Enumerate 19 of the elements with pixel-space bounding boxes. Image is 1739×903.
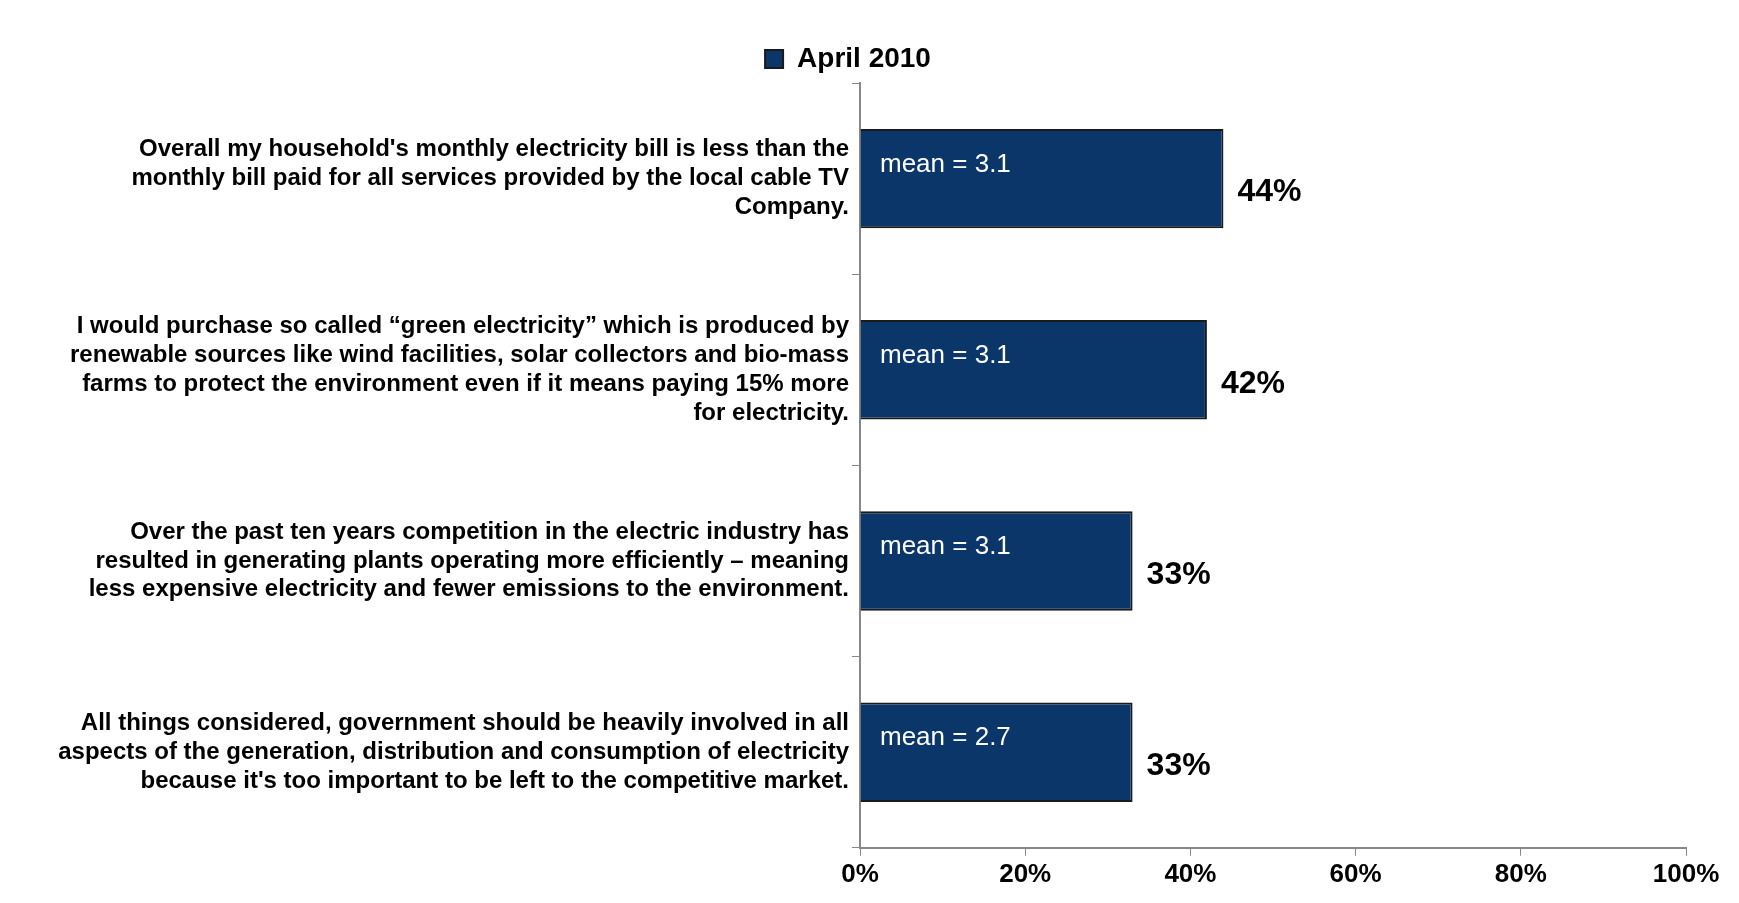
data-label: 33%: [1146, 554, 1211, 591]
x-tick-label: 20%: [999, 857, 1052, 888]
annotation: mean = 3.1: [880, 530, 1011, 561]
x-tick-label: 100%: [1652, 857, 1720, 888]
annotation: mean = 2.7: [880, 721, 1011, 752]
legend-label: April 2010: [797, 41, 931, 73]
annotation: mean = 3.1: [880, 338, 1011, 369]
x-tick-label: 40%: [1164, 857, 1217, 888]
y-tick-label: Overall my household's monthly electricity bill is less than the monthly bill paid for all services provided by the local cable TV Company.: [131, 134, 849, 220]
y-tick-label: All things considered, government should be heavily involved in all aspects of the generation, distribution and consumption of electricity because it's too important to be left to the competitive market.: [58, 708, 850, 793]
x-tick-label: 80%: [1494, 857, 1547, 888]
y-tick-label: Over the past ten years competition in the electric industry has resulted in generating plants operating more efficiently – meaning less expensive electricity and fewer emissions to the environment.: [88, 516, 849, 602]
x-tick-label: 0%: [841, 857, 879, 888]
data-label: 42%: [1220, 363, 1285, 400]
y-tick-label: I would purchase so called “green electricity” which is produced by renewable sources like wind facilities, solar collectors and bio-mass farms to protect the environment even if it means paying 15% more for electricity.: [70, 311, 850, 425]
data-label: 33%: [1146, 746, 1211, 783]
annotation: mean = 3.1: [880, 147, 1011, 178]
data-label: 44%: [1237, 172, 1302, 209]
x-tick-label: 60%: [1329, 857, 1382, 888]
